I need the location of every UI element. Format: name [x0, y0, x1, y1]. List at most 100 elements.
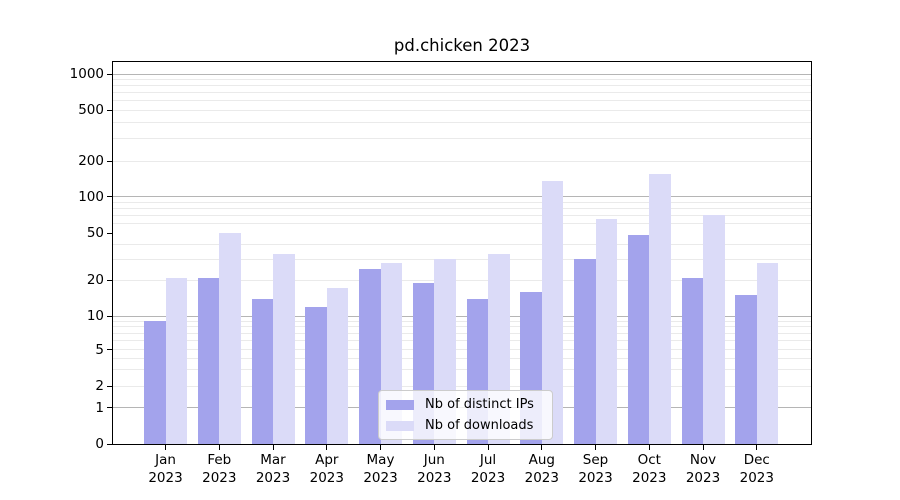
- gridline-minor-800: [113, 85, 811, 87]
- x-tick-mark-aug-2023: [541, 445, 543, 450]
- y-tick-label-10: 10: [86, 308, 104, 324]
- x-tick-label-year: 2023: [417, 469, 452, 486]
- x-tick-label-jul-2023: Jul 2023: [452, 452, 524, 487]
- y-tick-mark-1: [107, 407, 113, 409]
- gridline-major-1000: [113, 73, 811, 75]
- x-tick-label-may-2023: May 2023: [345, 452, 417, 487]
- x-tick-mark-nov-2023: [702, 445, 704, 450]
- gridline-major-100: [113, 196, 811, 197]
- plot-area: [113, 62, 811, 444]
- bar-nb-of-downloads-dec-2023: [756, 262, 779, 444]
- gridline-minor-9: [113, 320, 811, 322]
- y-tick-label-500: 500: [78, 102, 104, 118]
- gridline-minor-2: [113, 385, 811, 387]
- y-tick-mark-5: [107, 349, 113, 351]
- x-tick-label-year: 2023: [202, 469, 237, 486]
- bar-nb-of-downloads-sep-2023: [595, 219, 617, 444]
- x-tick-label-year: 2023: [524, 469, 559, 486]
- y-tick-label-0: 0: [95, 436, 104, 452]
- y-tick-label-100: 100: [78, 188, 104, 205]
- bar-nb-of-downloads-nov-2023: [703, 215, 725, 444]
- chart-title: pd.chicken 2023: [393, 36, 531, 55]
- x-tick-mark-feb-2023: [218, 445, 220, 450]
- x-tick-label-month: Nov: [689, 452, 717, 468]
- x-tick-label-month: Jul: [479, 452, 497, 468]
- bar-nb-of-distinct-ips-jan-2023: [144, 321, 166, 444]
- gridline-minor-700: [113, 92, 811, 94]
- x-tick-label-dec-2023: Dec 2023: [721, 452, 793, 487]
- bar-nb-of-distinct-ips-dec-2023: [735, 294, 757, 444]
- x-tick-label-year: 2023: [739, 469, 774, 486]
- bar-nb-of-distinct-ips-may-2023: [359, 268, 381, 444]
- bar-nb-of-downloads-jan-2023: [165, 277, 187, 444]
- legend: Nb of distinct IPs Nb of downloads: [378, 390, 553, 440]
- y-tick-mark-20: [107, 279, 113, 281]
- x-tick-label-month: Sep: [582, 452, 609, 468]
- bar-nb-of-downloads-feb-2023: [219, 233, 241, 444]
- gridline-minor-400: [113, 121, 811, 123]
- legend-item-nb-of-distinct-ips: Nb of distinct IPs: [386, 396, 545, 412]
- gridline-minor-4: [113, 357, 811, 359]
- x-tick-label-jun-2023: Jun 2023: [398, 452, 470, 487]
- x-tick-label-year: 2023: [255, 469, 291, 486]
- legend-label: Nb of distinct IPs: [425, 396, 534, 412]
- bar-nb-of-distinct-ips-oct-2023: [627, 235, 650, 444]
- x-tick-label-sep-2023: Sep 2023: [560, 452, 632, 487]
- x-tick-mark-jan-2023: [165, 445, 167, 450]
- y-tick-mark-100: [107, 196, 113, 198]
- gridline-minor-30: [113, 258, 811, 260]
- x-tick-label-jan-2023: Jan 2023: [130, 452, 202, 487]
- right-spine: [811, 61, 812, 445]
- bottom-spine: [112, 444, 812, 445]
- gridline-minor-900: [113, 79, 811, 81]
- x-tick-label-oct-2023: Oct 2023: [613, 452, 685, 487]
- gridline-minor-300: [113, 137, 811, 139]
- bar-nb-of-distinct-ips-nov-2023: [681, 277, 703, 444]
- gridline-minor-600: [113, 100, 811, 102]
- x-tick-label-year: 2023: [685, 469, 721, 486]
- gridline-minor-60: [113, 222, 811, 224]
- y-tick-mark-200: [107, 160, 113, 162]
- x-tick-label-month: Dec: [743, 452, 770, 468]
- x-tick-label-year: 2023: [363, 469, 398, 486]
- x-tick-label-month: Feb: [207, 452, 232, 468]
- gridline-minor-3: [113, 369, 811, 371]
- legend-label: Nb of downloads: [425, 417, 534, 433]
- y-tick-mark-1000: [107, 73, 113, 75]
- x-tick-label-year: 2023: [578, 469, 613, 486]
- x-tick-label-mar-2023: Mar 2023: [237, 452, 309, 487]
- gridline-minor-80: [113, 207, 811, 209]
- x-tick-label-month: Mar: [260, 452, 286, 468]
- gridline-minor-7: [113, 332, 811, 334]
- y-tick-label-1: 1: [95, 399, 104, 416]
- x-tick-label-nov-2023: Nov 2023: [667, 452, 739, 487]
- bar-nb-of-downloads-aug-2023: [541, 181, 564, 444]
- x-tick-mark-oct-2023: [648, 445, 650, 450]
- y-tick-label-50: 50: [86, 225, 104, 241]
- x-tick-mark-apr-2023: [326, 445, 328, 450]
- x-tick-label-year: 2023: [148, 469, 183, 486]
- gridline-minor-8: [113, 326, 811, 328]
- x-tick-label-month: May: [366, 452, 395, 468]
- bar-nb-of-downloads-oct-2023: [649, 174, 671, 444]
- gridline-minor-6: [113, 340, 811, 342]
- x-tick-mark-may-2023: [380, 445, 382, 450]
- y-tick-label-20: 20: [86, 272, 104, 288]
- gridline-minor-70: [113, 214, 811, 216]
- x-tick-label-month: Jan: [155, 452, 176, 468]
- y-tick-label-2: 2: [95, 378, 104, 394]
- y-tick-label-1000: 1000: [69, 66, 104, 83]
- x-tick-label-year: 2023: [470, 469, 506, 486]
- legend-swatch-nb-of-distinct-ips: [386, 399, 414, 410]
- gridline-minor-5: [113, 349, 811, 350]
- left-spine: [112, 61, 113, 445]
- bar-nb-of-downloads-mar-2023: [273, 254, 295, 444]
- x-tick-label-feb-2023: Feb 2023: [183, 452, 255, 487]
- y-tick-mark-10: [107, 315, 113, 317]
- legend-item-nb-of-downloads: Nb of downloads: [386, 417, 545, 433]
- x-tick-mark-mar-2023: [272, 445, 274, 450]
- x-tick-mark-jun-2023: [433, 445, 435, 450]
- x-tick-label-month: Apr: [315, 452, 339, 468]
- x-tick-label-month: Jun: [423, 452, 445, 468]
